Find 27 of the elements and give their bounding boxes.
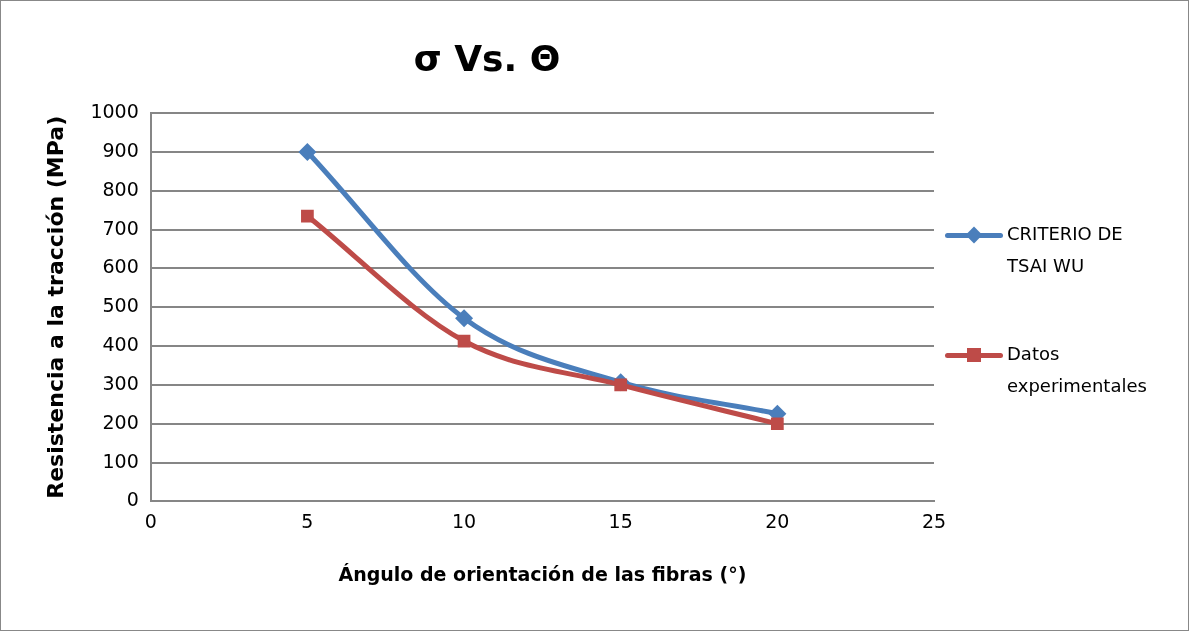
x-tick-label: 25 [921,509,947,532]
y-tick-label: 700 [102,216,139,239]
legend-label: Datos experimentales [1007,342,1147,398]
x-tick-label: 20 [765,509,790,532]
y-tick-label: 900 [102,138,139,161]
y-tick-label: 500 [102,294,139,317]
x-tick-label: 10 [451,509,477,532]
point [301,209,314,223]
y-tick-label: 0 [126,488,139,511]
point [455,309,474,328]
legend-label: CRITERIO DE TSAI WU [1007,222,1124,278]
x-tick-label: 15 [608,509,633,532]
x-tick-label: 0 [144,509,157,532]
y-tick-label: 200 [102,410,139,433]
y-tick-label: 300 [102,371,139,394]
y-tick-label: 400 [102,333,139,356]
y-tick-label: 600 [102,255,139,278]
y-axis-title: Resistencia a la tracción (MPa) [42,115,68,499]
point [770,417,784,431]
point [298,143,317,162]
y-tick-label: 100 [102,449,139,472]
chart-title: σ Vs. Θ [413,37,561,79]
y-tick-label: 800 [102,177,139,200]
x-axis-title: Ángulo de orientación de las fibras (°) [338,562,747,585]
point [614,378,628,392]
y-tick-label: 1000 [90,100,139,123]
x-tick-label: 5 [301,509,314,532]
